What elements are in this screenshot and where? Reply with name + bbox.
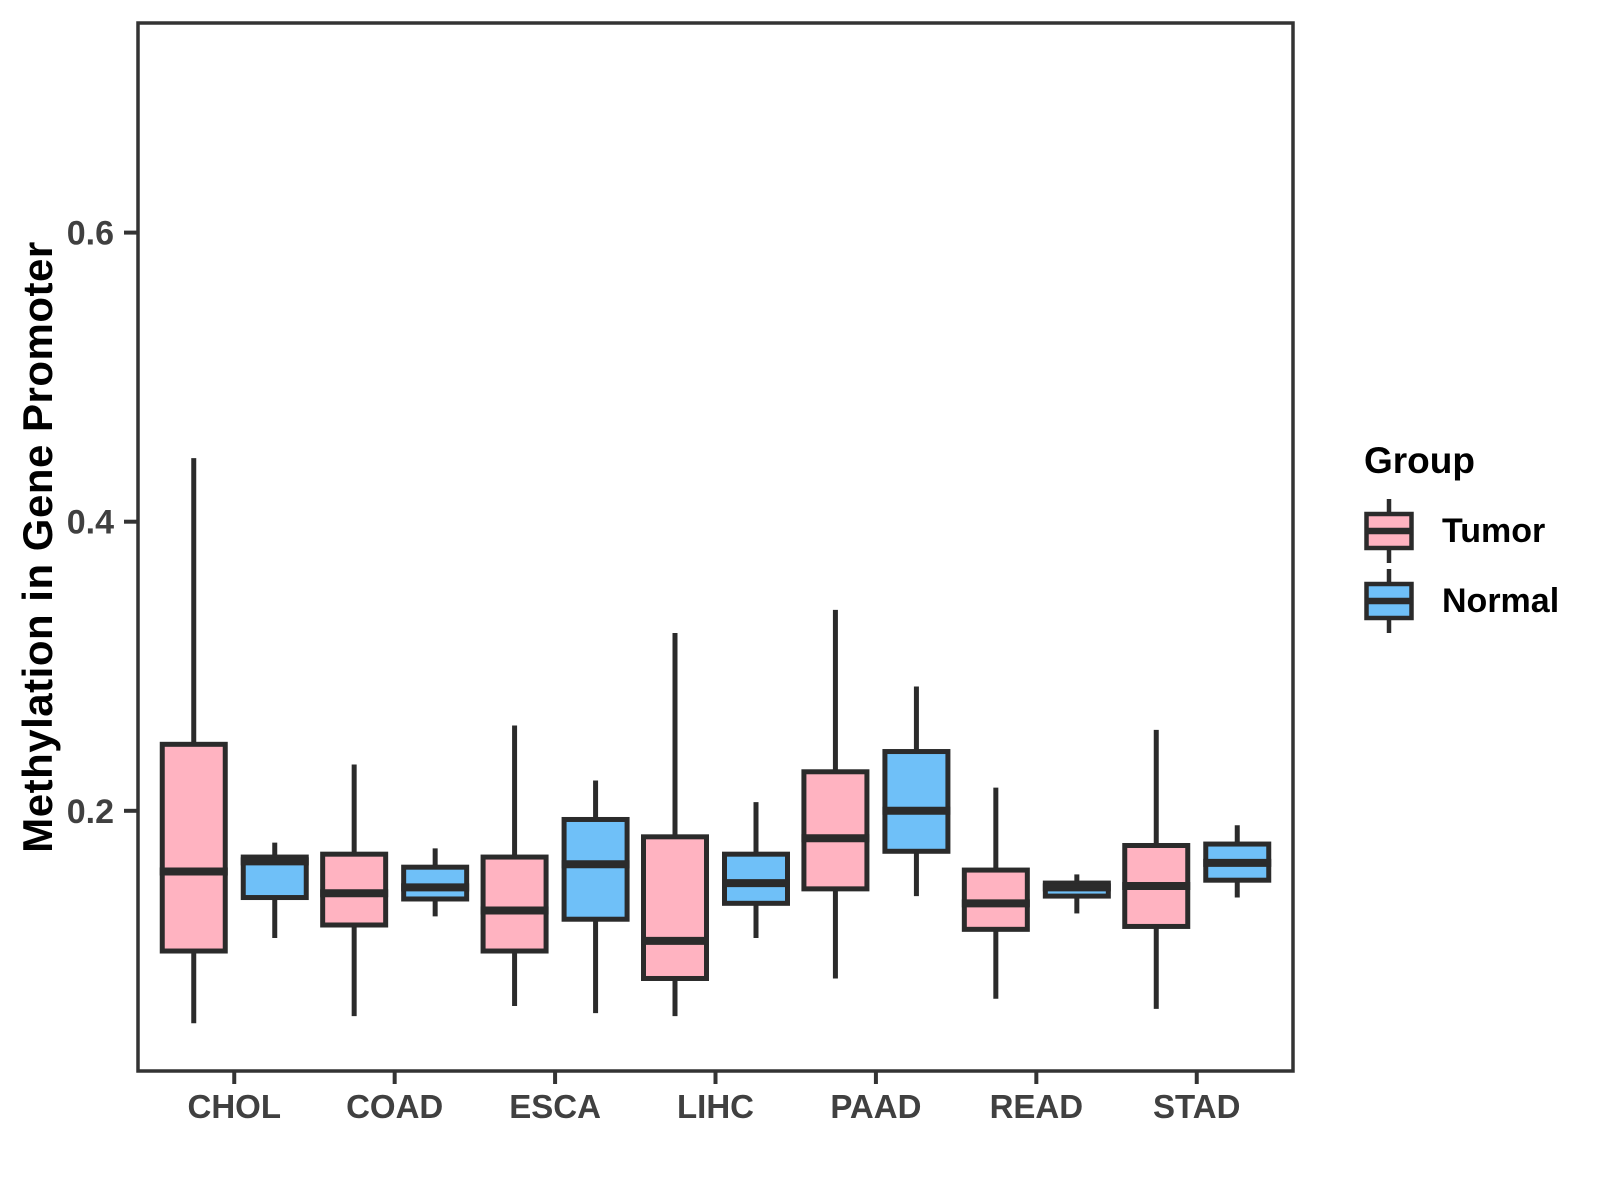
boxplot-key-icon (1364, 499, 1414, 563)
box-ESCA-Tumor (480, 854, 549, 954)
panel-border (136, 21, 1295, 1073)
box-PAAD-Tumor (801, 769, 870, 892)
x-axis-category-label: READ (990, 1088, 1084, 1125)
box-LIHC-Tumor (641, 834, 709, 981)
legend-item-tumor: Tumor (1362, 496, 1559, 566)
boxplot-key-icon (1364, 569, 1414, 633)
y-axis-tick-label: 0.4 (67, 504, 114, 542)
box-LIHC-Normal (722, 851, 790, 906)
legend-item-normal: Normal (1362, 566, 1559, 636)
y-axis-title: Methylation in Gene Promoter (14, 241, 61, 853)
x-axis-category-label: LIHC (677, 1088, 754, 1125)
x-axis-category-label: CHOL (188, 1088, 282, 1125)
x-axis-category-label: ESCA (509, 1088, 601, 1125)
box-COAD-Normal (401, 864, 470, 902)
legend: Group Tumor Normal (1362, 440, 1559, 636)
y-axis-tick-label: 0.6 (67, 215, 114, 253)
legend-label-normal: Normal (1442, 581, 1560, 620)
box-ESCA-Normal (561, 816, 630, 922)
legend-title: Group (1364, 440, 1475, 481)
x-axis-category-label: PAAD (830, 1088, 921, 1125)
box-CHOL-Tumor (159, 741, 228, 954)
x-axis-category-label: COAD (346, 1088, 443, 1125)
x-axis-category-label: STAD (1153, 1088, 1240, 1125)
box-PAAD-Normal (882, 749, 951, 854)
legend-label-tumor: Tumor (1442, 511, 1546, 550)
y-axis-tick-label: 0.2 (67, 793, 114, 831)
